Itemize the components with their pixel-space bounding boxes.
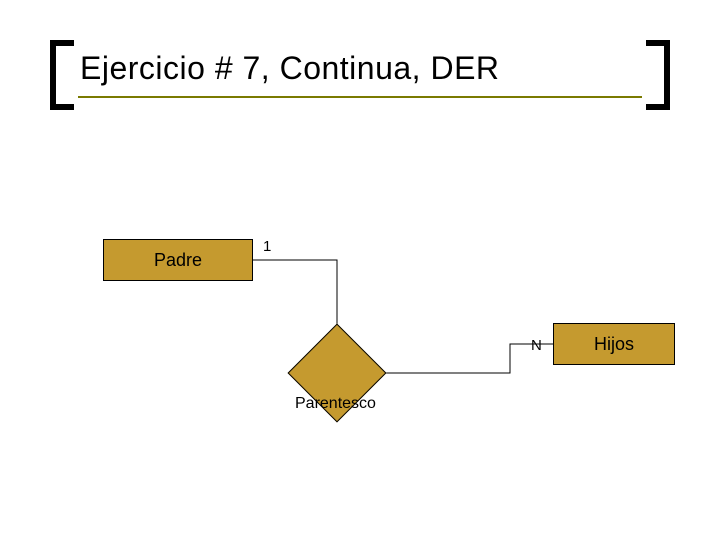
edge-padre-parentesco (253, 260, 337, 338)
entity-hijos: Hijos (553, 323, 675, 365)
cardinality-1: 1 (263, 238, 271, 255)
edge-parentesco-hijos (372, 344, 553, 373)
diagram-canvas: Padre Hijos Parentesco 1 N (0, 0, 720, 540)
entity-padre: Padre (103, 239, 253, 281)
relationship-label: Parentesco (295, 395, 376, 413)
entity-label: Padre (154, 250, 202, 271)
entity-label: Hijos (594, 334, 634, 355)
cardinality-n: N (531, 337, 542, 354)
